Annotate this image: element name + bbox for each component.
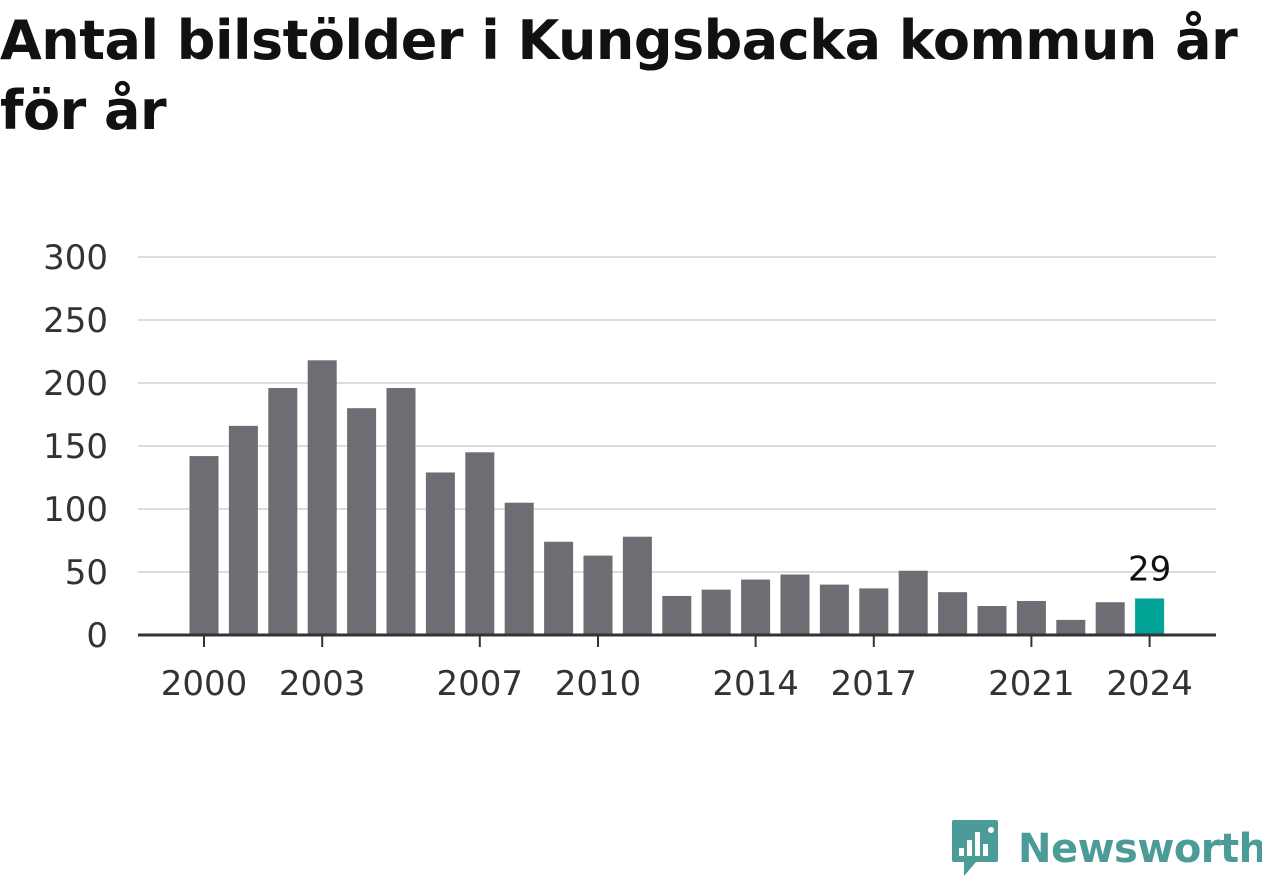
bar-2007	[465, 452, 495, 635]
bar-2020	[977, 606, 1007, 635]
y-tick-label: 100	[43, 490, 108, 530]
bar-2002	[268, 388, 298, 635]
y-axis-ticks: 0 50 100 150 200 250 300	[43, 238, 108, 656]
bar-2019	[938, 592, 968, 635]
y-tick-label: 250	[43, 301, 108, 341]
bar-2014	[741, 579, 771, 635]
bar-2017	[859, 588, 889, 635]
bar-2013	[701, 589, 731, 635]
bar-2005	[386, 388, 416, 635]
bar-2016	[819, 584, 849, 635]
bar-2009	[544, 541, 574, 635]
bar-2004	[347, 408, 377, 635]
data-label-2024: 29	[1128, 549, 1171, 589]
grid-lines	[138, 256, 1216, 573]
bar-2015	[780, 574, 810, 635]
x-tick-label: 2003	[279, 664, 366, 704]
x-axis-ticks: 2000 2003 2007 2010 2014 2017 2021 2024	[161, 635, 1193, 704]
chart-title: Antal bilstölder i Kungsbacka kommun år …	[0, 9, 1238, 142]
x-tick-label: 2010	[555, 664, 642, 704]
y-tick-label: 150	[43, 427, 108, 467]
x-tick-label: 2007	[437, 664, 524, 704]
newsworthy-logo-icon	[952, 820, 998, 876]
bar-2000	[189, 456, 219, 635]
bar-2001	[228, 425, 258, 635]
y-tick-label: 0	[86, 616, 108, 656]
data-labels: 29	[1128, 549, 1171, 589]
bar-2018	[898, 570, 928, 635]
bar-2024	[1135, 598, 1165, 635]
bar-2021	[1016, 600, 1046, 635]
bar-2023	[1095, 602, 1125, 635]
x-tick-label: 2000	[161, 664, 248, 704]
bars	[189, 360, 1165, 635]
x-tick-label: 2014	[712, 664, 799, 704]
x-tick-label: 2017	[831, 664, 918, 704]
bar-2008	[504, 502, 534, 635]
newsworthy-brand: Newsworthy	[950, 818, 1262, 880]
bar-2011	[622, 536, 652, 635]
bar-2003	[307, 360, 337, 635]
brand-name: Newsworthy	[1018, 826, 1262, 872]
bar-2022	[1056, 619, 1086, 635]
y-tick-label: 50	[65, 553, 108, 593]
y-tick-label: 200	[43, 364, 108, 404]
bar-2010	[583, 555, 613, 635]
y-tick-label: 300	[43, 238, 108, 278]
x-tick-label: 2021	[988, 664, 1075, 704]
x-tick-label: 2024	[1106, 664, 1193, 704]
bar-2012	[662, 595, 692, 635]
bar-2006	[425, 472, 455, 635]
